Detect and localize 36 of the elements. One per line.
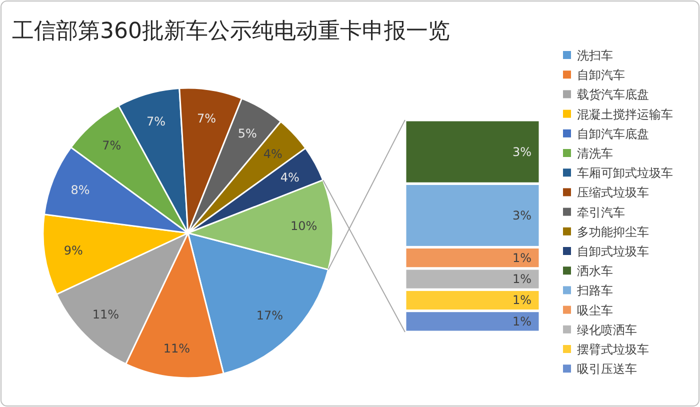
legend-label: 洗扫车 [577, 48, 613, 62]
data-label: 7% [102, 138, 122, 153]
legend-label: 自卸汽车底盘 [577, 126, 649, 141]
data-label: 7% [146, 114, 166, 128]
data-label: 5% [238, 126, 257, 140]
data-label: 17% [256, 308, 284, 322]
text: 扫路车 [577, 284, 613, 298]
data-label: 1% [512, 250, 532, 265]
legend-label: 车厢可卸式垃圾车 [577, 166, 673, 180]
data-label: 3% [512, 208, 532, 222]
data-label: 1% [512, 314, 532, 328]
legend-label: 摆臂式垃圾车 [577, 342, 649, 356]
legend-label: 压缩式垃圾车 [577, 186, 649, 200]
data-label: 10% [290, 219, 318, 234]
legend-label: 自卸式垃圾车 [577, 244, 649, 258]
data-label: 11% [163, 341, 190, 356]
data-label: 8% [70, 182, 90, 197]
data-label: 3% [512, 144, 532, 159]
chart-title: 工信部第360批新车公示纯电动重卡申报一览 [12, 19, 450, 44]
data-label: 1% [512, 293, 532, 308]
data-label: 1% [512, 272, 532, 286]
legend-label: 绿化喷洒车 [577, 322, 637, 337]
data-label: 4% [263, 146, 282, 161]
legend-label: 载货汽车底盘 [577, 88, 649, 102]
data-label: 4% [280, 170, 300, 184]
data-label: 7% [197, 111, 216, 126]
legend-label: 牵引汽车 [577, 205, 625, 220]
text: 吸引压送车 [577, 362, 637, 376]
legend-label: 混凝土搅拌运输车 [577, 107, 673, 122]
data-label: 11% [92, 308, 120, 322]
legend-label: 清洗车 [577, 146, 613, 160]
legend-label: 自卸汽车 [577, 68, 625, 82]
legend-label: 洒水车 [577, 264, 613, 278]
data-label: 9% [64, 244, 83, 258]
legend-label: 多功能抑尘车 [577, 224, 649, 239]
legend-label: 吸尘车 [577, 303, 613, 318]
